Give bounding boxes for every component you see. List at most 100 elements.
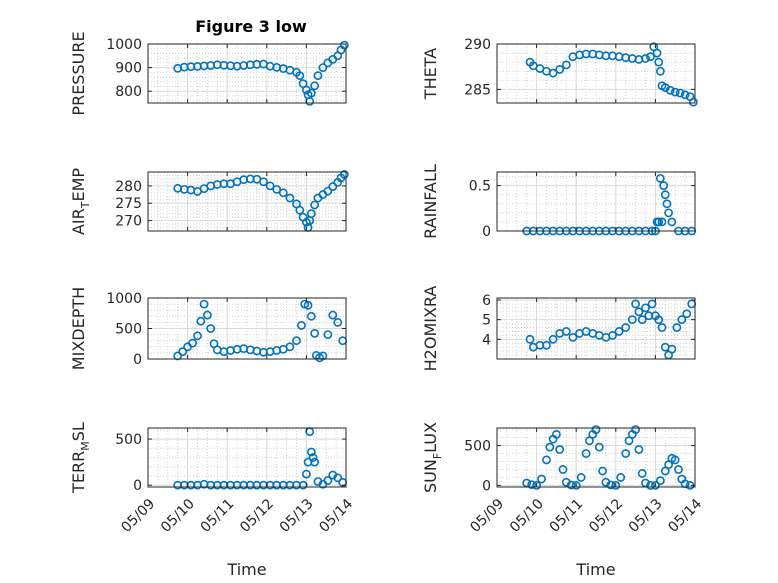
x-tick-label: 05/11	[198, 496, 238, 536]
x-axis-label: Time	[575, 560, 615, 579]
data-point	[670, 87, 680, 97]
data-point	[568, 332, 578, 342]
data-point	[548, 68, 558, 78]
data-point	[654, 315, 664, 325]
x-tick-label: 05/13	[626, 496, 666, 536]
y-tick-label: 0	[482, 478, 491, 494]
y-axis-label: SUNFLUX	[421, 422, 444, 493]
data-point	[561, 60, 571, 70]
y-tick-label: 500	[464, 439, 491, 455]
data-point	[667, 344, 677, 354]
data-point	[665, 85, 675, 95]
data-point	[339, 170, 349, 179]
data-point	[576, 473, 586, 482]
data-point	[323, 330, 333, 339]
data-point	[677, 315, 687, 325]
data-point	[525, 334, 535, 344]
x-tick-label: 05/13	[277, 496, 317, 536]
y-tick-label: 500	[115, 322, 142, 338]
data-point	[272, 184, 282, 194]
axes-box	[147, 427, 347, 488]
data-point	[318, 351, 328, 361]
y-tick-label: 285	[464, 82, 491, 98]
data-point	[542, 455, 551, 465]
x-tick-label: 05/09	[467, 496, 507, 536]
data-point	[566, 480, 576, 490]
y-tick-label: 900	[115, 61, 142, 77]
series-markers	[173, 170, 349, 232]
y-tick-label: 0	[133, 478, 142, 494]
y-axis-label: TERRMSL	[69, 422, 92, 494]
x-tick-label: 05/14	[316, 496, 356, 536]
panel-sun-flux: 0 500 05/09 05/10 05/11 05/12 05/13 05/14 Time SU…	[421, 422, 705, 579]
data-point	[303, 300, 313, 310]
data-point	[660, 190, 670, 200]
x-tick-label: 05/11	[547, 496, 587, 536]
y-axis-label: AIRTEMP	[69, 168, 92, 235]
data-point	[339, 40, 349, 50]
y-tick-label: 5	[482, 313, 491, 329]
data-point	[542, 340, 551, 350]
data-point	[641, 54, 650, 63]
data-point	[670, 455, 680, 465]
x-tick-label: 05/14	[665, 496, 705, 536]
data-point	[206, 324, 216, 333]
series-markers	[173, 299, 348, 363]
y-tick-label: 0.5	[469, 179, 491, 195]
data-point	[292, 336, 301, 346]
data-point	[323, 186, 333, 196]
axes-box	[147, 171, 347, 232]
data-point	[571, 481, 581, 490]
data-point	[652, 48, 662, 58]
data-point	[561, 327, 571, 336]
data-point	[310, 328, 320, 338]
y-axis-label: MIXDEPTH	[69, 287, 88, 370]
data-point	[631, 425, 640, 434]
y-tick-label: 1000	[106, 291, 142, 307]
data-point	[555, 445, 565, 454]
data-point	[634, 445, 644, 454]
data-point	[606, 480, 616, 490]
data-point	[647, 299, 657, 309]
data-point	[611, 481, 621, 490]
data-point	[672, 323, 682, 332]
data-point	[655, 66, 665, 76]
chart-title: Figure 3 low	[195, 17, 307, 36]
panel-mixdepth: 0 500 1000 MIXDEPTH	[69, 287, 348, 370]
data-point	[313, 71, 323, 81]
y-tick-label: 0	[133, 352, 142, 368]
data-point	[662, 199, 672, 209]
axes-box	[496, 427, 696, 488]
y-tick-label: 290	[464, 37, 491, 53]
y-tick-label: 800	[115, 84, 142, 100]
data-point	[646, 481, 655, 490]
y-tick-label: 1000	[106, 37, 142, 53]
data-point	[637, 315, 647, 325]
data-point	[654, 217, 664, 227]
data-point	[308, 453, 318, 462]
data-point	[306, 311, 316, 321]
data-point	[333, 317, 343, 327]
data-point	[641, 303, 650, 313]
data-point	[527, 480, 537, 490]
axes-box	[496, 171, 696, 232]
data-point	[598, 466, 607, 476]
y-tick-label: 275	[115, 196, 142, 212]
data-point	[306, 447, 316, 457]
data-point	[333, 473, 343, 483]
data-point	[310, 81, 320, 91]
data-point	[310, 200, 320, 210]
data-point	[285, 342, 295, 352]
y-axis-label: RAINFALL	[421, 164, 440, 239]
data-point	[173, 351, 183, 361]
data-point	[328, 310, 338, 320]
x-tick-label: 05/12	[237, 496, 277, 536]
axes-box	[496, 297, 696, 360]
data-point	[614, 327, 624, 336]
x-tick-label: 05/09	[118, 496, 158, 536]
y-tick-label: 270	[115, 214, 142, 230]
y-tick-label: 4	[482, 332, 491, 348]
data-point	[667, 217, 677, 227]
panel-pressure: 800 900 1000 PRESSURE Figure 3 low	[69, 17, 349, 116]
